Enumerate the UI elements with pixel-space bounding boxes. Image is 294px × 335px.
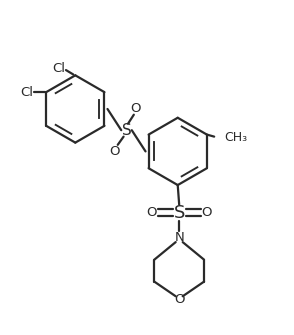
Text: CH₃: CH₃ [224,131,248,144]
Text: S: S [173,204,185,222]
Text: O: O [130,102,141,115]
Text: O: O [202,206,212,219]
Text: O: O [146,206,157,219]
Text: N: N [174,231,184,244]
Text: O: O [110,145,120,158]
Text: Cl: Cl [21,86,34,98]
Text: S: S [122,123,131,138]
Text: Cl: Cl [53,62,66,74]
Text: O: O [174,293,184,306]
